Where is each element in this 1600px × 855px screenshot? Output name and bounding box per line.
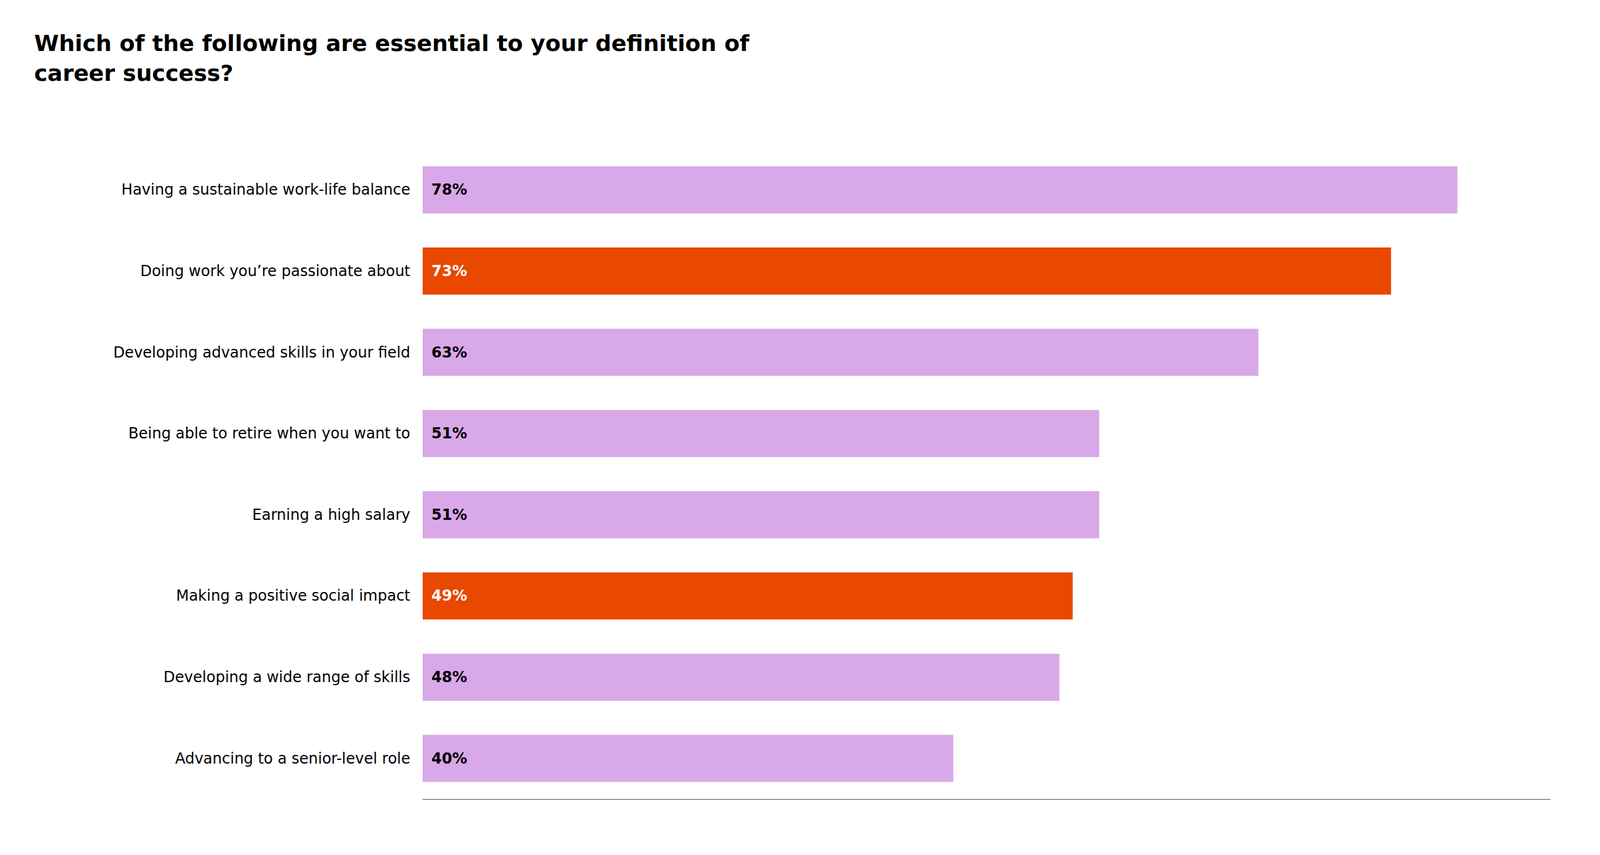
svg-text:Developing a wide range of ski: Developing a wide range of skills xyxy=(163,668,411,686)
svg-text:Being able to retire when you: Being able to retire when you want to xyxy=(128,424,411,442)
svg-text:Which of the following are ess: Which of the following are essential to … xyxy=(34,30,750,56)
svg-text:Earning a high salary: Earning a high salary xyxy=(252,505,411,524)
svg-text:49%: 49% xyxy=(431,586,467,605)
svg-text:Making a positive social impac: Making a positive social impact xyxy=(175,586,411,605)
svg-text:48%: 48% xyxy=(431,668,467,686)
svg-text:Advancing to a senior-level ro: Advancing to a senior-level role xyxy=(175,749,411,768)
svg-text:40%: 40% xyxy=(431,749,467,768)
svg-text:Developing advanced skills in: Developing advanced skills in your field xyxy=(113,343,411,362)
svg-text:51%: 51% xyxy=(431,505,467,524)
svg-text:career success?: career success? xyxy=(34,60,234,86)
svg-text:Having a sustainable work-life: Having a sustainable work-life balance xyxy=(121,180,411,199)
svg-text:Doing work you’re passionate a: Doing work you’re passionate about xyxy=(140,262,411,280)
svg-text:73%: 73% xyxy=(431,262,467,280)
svg-text:78%: 78% xyxy=(431,180,467,199)
svg-text:63%: 63% xyxy=(431,343,467,362)
svg-text:51%: 51% xyxy=(431,424,467,442)
